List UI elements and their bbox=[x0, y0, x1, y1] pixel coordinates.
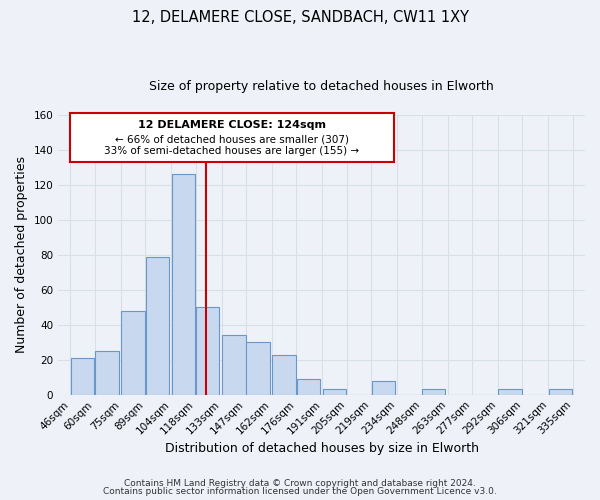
Text: ← 66% of detached houses are smaller (307): ← 66% of detached houses are smaller (30… bbox=[115, 134, 349, 144]
Bar bbox=[95, 351, 119, 395]
Y-axis label: Number of detached properties: Number of detached properties bbox=[15, 156, 28, 354]
Text: 33% of semi-detached houses are larger (155) →: 33% of semi-detached houses are larger (… bbox=[104, 146, 359, 156]
Bar bbox=[371, 380, 395, 394]
Bar bbox=[422, 390, 445, 394]
Bar bbox=[146, 256, 169, 394]
Bar bbox=[222, 336, 245, 394]
Text: 12 DELAMERE CLOSE: 124sqm: 12 DELAMERE CLOSE: 124sqm bbox=[138, 120, 326, 130]
Bar bbox=[121, 311, 145, 394]
Bar bbox=[549, 390, 572, 394]
Bar bbox=[323, 390, 346, 394]
Bar bbox=[70, 114, 394, 162]
Text: Contains public sector information licensed under the Open Government Licence v3: Contains public sector information licen… bbox=[103, 487, 497, 496]
Bar bbox=[297, 379, 320, 394]
Bar bbox=[196, 308, 220, 394]
Text: 12, DELAMERE CLOSE, SANDBACH, CW11 1XY: 12, DELAMERE CLOSE, SANDBACH, CW11 1XY bbox=[131, 10, 469, 25]
Title: Size of property relative to detached houses in Elworth: Size of property relative to detached ho… bbox=[149, 80, 494, 93]
Bar bbox=[499, 390, 522, 394]
Bar bbox=[247, 342, 270, 394]
Bar bbox=[172, 174, 195, 394]
Text: Contains HM Land Registry data © Crown copyright and database right 2024.: Contains HM Land Registry data © Crown c… bbox=[124, 478, 476, 488]
X-axis label: Distribution of detached houses by size in Elworth: Distribution of detached houses by size … bbox=[164, 442, 479, 455]
Bar bbox=[71, 358, 94, 395]
Bar bbox=[272, 354, 296, 395]
